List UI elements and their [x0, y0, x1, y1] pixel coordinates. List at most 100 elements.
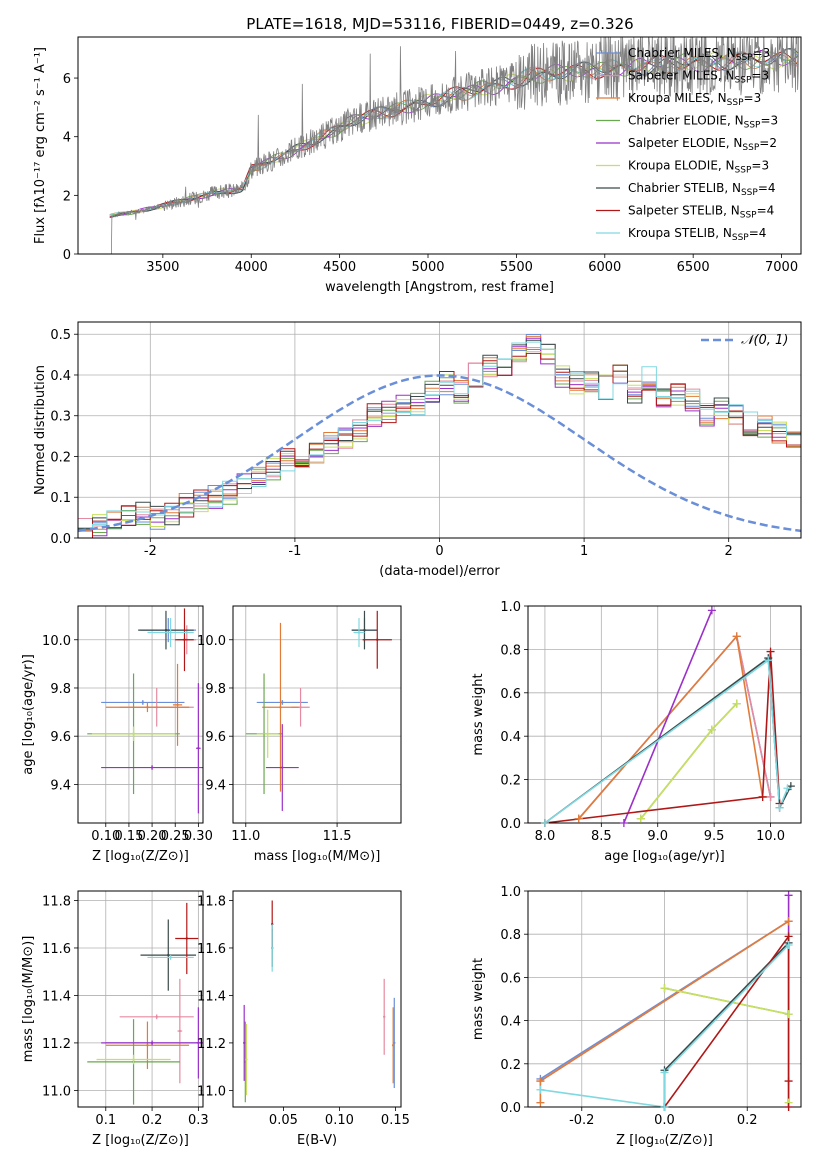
y-tick-label: 9.8	[50, 682, 71, 697]
x-tick-label: 5500	[500, 260, 533, 275]
panel-mass-vs-ebv: 0.05 0.10 0.15 11.0 11.2 11.4 11.6 11.8 E(B-V)	[197, 890, 410, 1148]
x-tick-label: 0.2	[737, 1113, 758, 1128]
x-tick-label: -0.2	[569, 1113, 594, 1128]
data-point	[132, 732, 135, 735]
x-tick-label: 3500	[146, 260, 179, 275]
x-tick-label: -2	[144, 544, 157, 559]
data-marker	[619, 819, 628, 827]
data-point	[357, 631, 361, 634]
data-point	[169, 956, 172, 959]
data-marker	[783, 784, 792, 793]
legend-label: Kroupa ELODIE, NSSP=3	[628, 159, 769, 176]
y-tick-label: 0.6	[500, 971, 521, 986]
data-marker	[660, 1103, 669, 1111]
y-tick-label: 11.6	[197, 942, 226, 957]
x-tick-label: 6500	[677, 260, 710, 275]
data-point	[150, 1041, 154, 1045]
panel-spectrum: 3500 4000 4500 5000 5500 6000 6500 7000 0 2 4 6 wave…	[33, 36, 802, 295]
data-point	[141, 701, 145, 704]
legend-text: Kroupa MILES, N	[628, 91, 727, 105]
data-point	[363, 628, 366, 632]
y-tick-label: 2	[63, 189, 71, 204]
x-tick-label: 8.0	[535, 829, 556, 844]
y-tick-label: 0.2	[50, 450, 71, 465]
legend-subscript: SSP	[735, 166, 752, 176]
y-tick-label: 0.0	[50, 532, 71, 547]
axes-frame	[527, 605, 802, 824]
y-tick-label: 0.2	[500, 1058, 521, 1073]
x-tick-label: 5000	[411, 260, 444, 275]
legend-text: Chabrier ELODIE, N	[628, 114, 744, 128]
axes-frame	[77, 321, 802, 539]
x-tick-label: 7000	[765, 260, 798, 275]
y-tick-label: 11.2	[197, 1037, 226, 1052]
histogram-step	[78, 341, 801, 529]
data-marker	[536, 1098, 545, 1107]
y-tick-label: 0.4	[500, 1015, 521, 1030]
y-tick-label: 10.0	[42, 634, 71, 649]
y-tick-label: 1.0	[500, 600, 521, 615]
data-point	[183, 638, 186, 641]
data-point	[132, 1058, 135, 1061]
legend-suffix: =4	[757, 204, 775, 218]
x-axis-label: Z [log₁₀(Z/Z⊙)]	[92, 1133, 189, 1148]
series-line	[664, 987, 790, 1103]
data-point	[167, 953, 170, 957]
panel-mass-vs-z: 0.1 0.2 0.3 11.0 11.2 11.4 11.6 11.8 Z [log₁₀(Z/…	[21, 890, 209, 1148]
x-tick-label: 0.20	[138, 829, 167, 844]
data-marker	[732, 699, 741, 708]
data-marker	[784, 1103, 793, 1111]
y-axis-label: Normed distribution	[33, 365, 48, 495]
data-point	[146, 706, 149, 709]
panel-histogram: -2 -1 0 1 2 0.0 0.1 0.2 0.3 0.4 0.5 (data-model)/er…	[33, 321, 802, 579]
legend-label: Salpeter ELODIE, NSSP=2	[628, 136, 777, 153]
y-tick-label: 10.0	[197, 634, 226, 649]
data-marker	[784, 917, 793, 926]
legend-label: Chabrier ELODIE, NSSP=3	[628, 114, 778, 131]
legend-subscript: SSP	[736, 53, 753, 63]
series-line	[540, 944, 790, 1107]
x-tick-label: 9.5	[704, 829, 725, 844]
data-marker	[574, 814, 583, 823]
x-tick-label: -1	[288, 544, 301, 559]
x-tick-label: 0.10	[325, 1113, 354, 1128]
x-tick-label: 0.0	[654, 1113, 675, 1128]
data-marker	[536, 1077, 545, 1086]
legend-label: Chabrier MILES, NSSP=3	[628, 46, 770, 63]
legend-subscript: SSP	[744, 121, 761, 131]
legend-text: Chabrier MILES, N	[628, 46, 736, 60]
x-axis-label: mass [log₁₀(M/M⊙)]	[254, 849, 381, 864]
legend-suffix: =3	[753, 46, 771, 60]
legend-suffix: =3	[751, 69, 769, 83]
x-tick-label: 0.05	[269, 1113, 298, 1128]
panel-age-vs-mass: 11.0 11.5 9.4 9.6 9.8 10.0 mass [log₁₀(M/M⊙)]	[197, 605, 402, 864]
data-marker	[784, 1010, 793, 1019]
legend-label: 𝒩(0, 1)	[741, 333, 788, 348]
data-point	[391, 1044, 395, 1047]
data-point	[383, 1015, 386, 1019]
y-tick-label: 0.8	[500, 928, 521, 943]
y-tick-label: 0.0	[500, 1101, 521, 1116]
legend-text: Salpeter ELODIE, N	[628, 136, 742, 150]
legend-label: Kroupa MILES, NSSP=3	[628, 91, 761, 108]
data-point	[150, 766, 154, 769]
legend-text: Chabrier STELIB, N	[628, 181, 741, 195]
y-tick-label: 0.1	[50, 491, 71, 506]
data-marker	[660, 1068, 669, 1077]
axes-frame	[77, 605, 204, 824]
y-tick-label: 9.6	[50, 730, 71, 745]
y-axis-label: Flux [fλ10⁻¹⁷ erg cm⁻² s⁻¹ A⁻¹]	[33, 47, 48, 244]
series-line	[578, 634, 764, 820]
y-tick-label: 9.4	[205, 778, 226, 793]
x-tick-label: 8.5	[591, 829, 612, 844]
data-point	[176, 703, 179, 707]
legend-subscript: SSP	[727, 98, 744, 108]
axes-frame	[232, 890, 402, 1108]
x-axis-label: wavelength [Angstrom, rest frame]	[325, 280, 554, 295]
panel-weight-vs-age: 8.0 8.5 9.0 9.5 10.0 0.0 0.2 0.4 0.6 0.8 1.0 age [l…	[471, 600, 802, 864]
data-point	[155, 1015, 158, 1019]
x-tick-label: 4500	[323, 260, 356, 275]
data-marker	[784, 1077, 793, 1086]
data-marker	[784, 932, 793, 941]
data-marker	[536, 1085, 545, 1094]
